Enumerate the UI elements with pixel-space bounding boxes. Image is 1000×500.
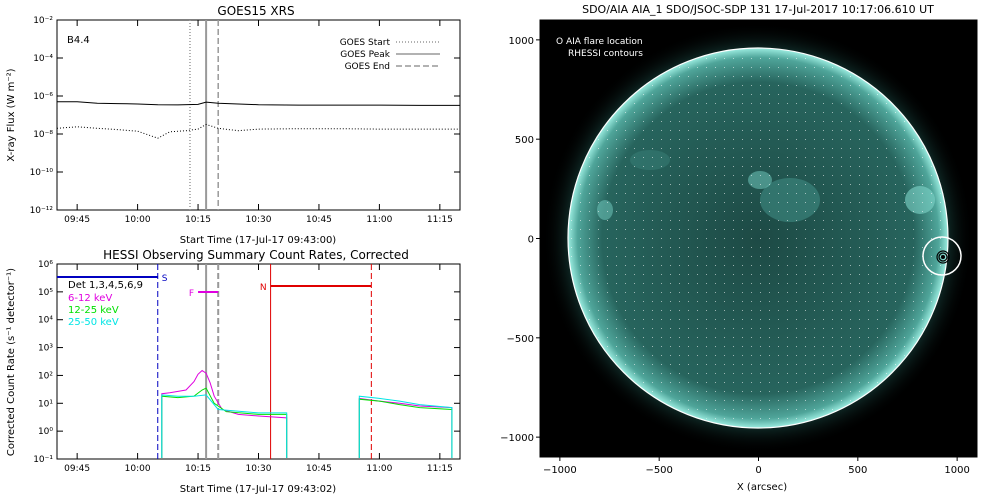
x-tick-label: 09:45	[64, 215, 90, 225]
aia-y-tick-label: 0	[528, 235, 534, 246]
goes-x-ticks: 09:45 10:00 10:15 10:30 10:45 11:00 11:15	[64, 20, 453, 225]
hessi-legend-label: 12-25 keV	[68, 305, 119, 316]
y-tick-label: 10⁰	[38, 427, 53, 437]
y-tick-label: 10³	[38, 344, 53, 354]
x-tick-label: 10:30	[246, 215, 272, 225]
hessi-annotation: Det 1,3,4,5,6,9	[68, 280, 143, 291]
hessi-count-series	[161, 394, 288, 458]
hessi-plot-frame	[56, 263, 461, 460]
hessi-state-bars: S F N	[57, 274, 372, 299]
x-tick-label: 10:15	[185, 464, 211, 474]
goes-legend-label: GOES Peak	[340, 50, 390, 60]
x-tick-label: 09:45	[64, 464, 90, 474]
goes-markers	[189, 20, 219, 210]
x-tick-label: 10:00	[125, 464, 151, 474]
goes-legend: GOES Start GOES Peak GOES End	[340, 38, 440, 72]
y-tick-label: 10⁻⁴	[33, 54, 53, 64]
y-tick-label: 10⁻⁸	[33, 130, 53, 140]
goes-plot-frame	[56, 19, 461, 211]
x-tick-label: 10:45	[306, 464, 332, 474]
aia-x-tick-label: −1000	[543, 465, 577, 476]
aia-legend-item: O AIA flare location	[556, 37, 643, 47]
rhessi-contours	[936, 250, 950, 264]
hessi-state-label: F	[189, 289, 194, 299]
hessi-x-ticks: 09:45 10:00 10:15 10:30 10:45 11:00 11:15	[64, 264, 453, 474]
aia-legend: O AIA flare location RHESSI contours	[556, 37, 643, 59]
goes-legend-label: GOES Start	[340, 38, 391, 48]
goes-title: GOES15 XRS	[217, 4, 294, 18]
x-tick-label: 11:15	[427, 464, 453, 474]
goes-legend-label: GOES End	[345, 62, 390, 72]
hessi-count-series	[358, 398, 453, 458]
y-tick-label: 10⁻¹	[33, 455, 53, 465]
goes-flux-series	[56, 123, 460, 139]
goes-flux-series	[57, 101, 460, 106]
goes-y-ticks: 10⁻¹² 10⁻¹⁰ 10⁻⁸ 10⁻⁶ 10⁻⁴ 10⁻²	[30, 16, 460, 216]
x-tick-label: 10:30	[246, 464, 272, 474]
aia-panel: SDO/AIA AIA_1 SDO/JSOC-SDP 131 17-Jul-20…	[500, 3, 978, 493]
y-tick-label: 10⁴	[38, 316, 53, 326]
y-tick-label: 10²	[38, 371, 53, 381]
y-tick-label: 10⁻²	[33, 16, 53, 26]
goes-xlabel: Start Time (17-Jul-17 09:43:00)	[180, 235, 337, 246]
hessi-count-series	[161, 369, 288, 458]
rhessi-contour	[941, 255, 945, 259]
aia-title: SDO/AIA AIA_1 SDO/JSOC-SDP 131 17-Jul-20…	[582, 3, 934, 16]
hessi-xlabel: Start Time (17-Jul-17 09:43:02)	[180, 484, 337, 495]
y-tick-label: 10⁻⁶	[33, 92, 53, 102]
hessi-count-series	[358, 395, 453, 458]
hessi-count-series	[161, 387, 288, 458]
goes-series	[56, 101, 460, 139]
hessi-series	[161, 369, 453, 458]
y-tick-label: 10⁻¹⁰	[30, 168, 54, 178]
x-tick-label: 11:00	[366, 215, 392, 225]
hessi-panel: HESSI Observing Summary Count Rates, Cor…	[6, 248, 461, 495]
goes-panel: GOES15 XRS 10⁻¹² 10⁻¹⁰ 10⁻⁸ 10⁻⁶ 10⁻⁴ 10⁻² 09…	[6, 4, 461, 246]
hessi-count-series	[358, 397, 453, 458]
hessi-markers	[157, 264, 372, 459]
aia-x-tick-label: −500	[645, 465, 672, 476]
y-tick-label: 10¹	[38, 399, 53, 409]
rhessi-contour	[936, 250, 950, 264]
x-tick-label: 10:45	[306, 215, 332, 225]
hessi-legend-label: 6-12 keV	[68, 293, 112, 304]
aia-x-ticks: −1000 −500 0 500 1000	[543, 457, 970, 476]
hessi-y-ticks: 10⁻¹ 10⁰ 10¹ 10² 10³ 10⁴ 10⁵ 10⁶	[33, 260, 460, 465]
aia-y-tick-label: −1000	[500, 433, 534, 444]
hessi-state-label: S	[162, 274, 168, 284]
aia-y-tick-label: 1000	[509, 36, 534, 47]
aia-y-ticks: −1000 −500 0 500 1000	[500, 36, 540, 444]
y-tick-label: 10⁻¹²	[30, 206, 54, 216]
aia-x-tick-label: 1000	[944, 465, 969, 476]
aia-coordinate-grid	[570, 50, 946, 426]
aia-y-tick-label: 500	[515, 135, 534, 146]
x-tick-label: 11:15	[427, 215, 453, 225]
aia-x-tick-label: 500	[848, 465, 867, 476]
y-tick-label: 10⁶	[38, 260, 53, 270]
hessi-title: HESSI Observing Summary Count Rates, Cor…	[103, 248, 409, 262]
rhessi-contour	[938, 252, 948, 262]
aia-flare-marker	[922, 236, 962, 276]
aia-xlabel: X (arcsec)	[737, 482, 787, 493]
hessi-ylabel: Corrected Count Rate (s⁻¹ detector⁻¹)	[6, 268, 17, 456]
aia-legend-item: RHESSI contours	[568, 49, 643, 59]
y-tick-label: 10⁵	[38, 288, 53, 298]
x-tick-label: 10:15	[185, 215, 211, 225]
aia-x-tick-label: 0	[755, 465, 761, 476]
hessi-legend-label: 25-50 keV	[68, 317, 119, 328]
hessi-state-label: N	[260, 283, 267, 293]
goes-annotation: B4.4	[67, 35, 90, 46]
aia-y-tick-label: −500	[507, 334, 534, 345]
goes-ylabel: X-ray Flux (W m⁻²)	[6, 68, 17, 161]
x-tick-label: 11:00	[366, 464, 392, 474]
x-tick-label: 10:00	[125, 215, 151, 225]
